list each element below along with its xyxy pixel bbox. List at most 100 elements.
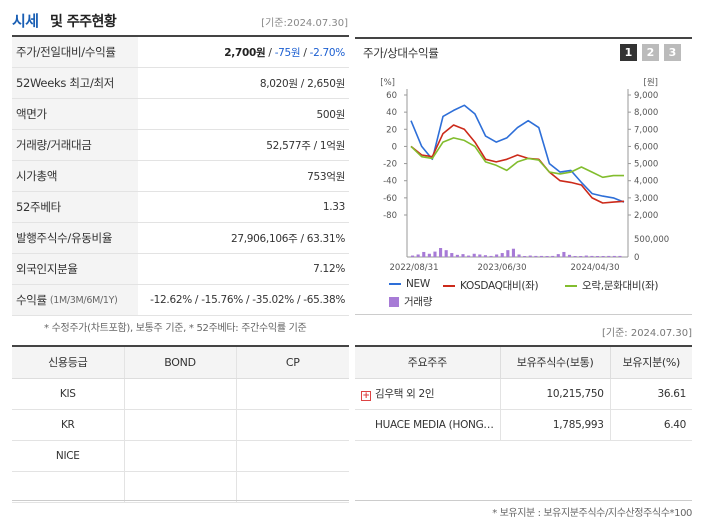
volume-bar [506,250,510,257]
row-value: 753억원 [307,170,345,183]
table-row [12,471,349,503]
holder-name-cell: + 김우택 외 2인 [355,378,501,410]
volume-bar [422,251,426,257]
legend-item-volume: 거래량 [389,294,432,309]
volume-bar [495,254,499,257]
expand-icon[interactable]: + [361,391,371,401]
shares-row: 발행주식수/유동비율 27,906,106주 / 63.31% [12,223,349,254]
volume-bar [511,248,515,257]
x-tick-label: 2022/08/31 [390,263,439,273]
legend-swatch [565,284,577,287]
legend-swatch [389,296,399,307]
chart-tab-2[interactable]: 2 [642,44,659,61]
row-value: -12.62% / -15.76% / -35.02% / -65.38% [150,294,345,306]
row-value: 27,906,106주 / 63.31% [230,232,345,245]
table-row: NICE [12,440,349,472]
volume-bar [595,256,600,257]
volume-bar [545,256,549,257]
left-tick-label: 0 [392,142,397,152]
cp-cell [235,409,349,441]
row-label: 시가총액 [12,161,138,191]
series-line-2 [410,137,624,179]
agency-cell: KR [12,409,124,441]
right-tick-label: 8,000 [634,108,658,118]
volume-bar [539,255,544,257]
legend-item-culture: 오락,문화대비(좌) [565,278,658,293]
legend-swatch [443,284,455,287]
right-tick-label: 3,000 [634,194,658,204]
right-tick-label: 9,000 [634,91,658,101]
week52-row: 52Weeks 최고/최저 8,020원 / 2,650원 [12,68,349,99]
volume-row: 거래량/거래대금 52,577주 / 1억원 [12,130,349,161]
row-value: 2,700원 / -75원 / -2.70% [224,46,345,59]
table-row: HUACE MEDIA (HONG… 1,785,993 6.40 [355,409,692,441]
legend-label: 거래량 [404,296,433,308]
row-value: 7.12% [313,263,345,275]
row-label: 외국인지분율 [12,254,138,284]
foreign-ratio-row: 외국인지분율 7.12% [12,254,349,285]
volume-bar [579,256,583,257]
volume-bar [567,254,572,257]
row-label-main: 수익률 [16,293,47,307]
legend-swatch [389,283,401,285]
volume-bar [444,250,448,257]
chart-tab-1[interactable]: 1 [620,44,637,61]
table-bottom-line [355,500,692,501]
agency-cell: NICE [12,440,124,472]
series-line-0 [410,104,625,203]
reference-date: [기준:2024.07.30] [261,18,348,29]
price-note: * 수정주가(차트포함), 보통주 기준, * 52주베타: 주간수익률 기준 [44,323,307,334]
chart-tab-3[interactable]: 3 [664,44,681,61]
left-unit-label: [%] [380,78,395,88]
row-label: 수익률 (1M/3M/6M/1Y) [12,285,138,315]
market-cap-row: 시가총액 753억원 [12,161,349,192]
row-label: 주가/전일대비/수익률 [12,37,138,67]
volume-bar [416,254,420,257]
pct-cell: 36.61 [609,378,692,410]
volume-tick-label: 0 [634,253,639,263]
volume-bar [467,255,471,257]
bond-cell [123,378,236,410]
chart-panel: 주가/상대수익률 1 2 3 [%] [원] 60 40 20 0 -20 -40 -60 -80… [355,37,692,315]
volume-bar [573,256,577,257]
volume-bar [439,248,443,257]
row-label: 액면가 [12,99,138,129]
row-label: 발행주식수/유동비율 [12,223,138,253]
agency-cell [12,471,124,503]
left-tick-label: -40 [383,177,397,187]
volume-bar [517,254,521,257]
section-title-blue: 시세 [12,12,39,30]
volume-tick-label: 500,000 [634,235,669,245]
right-tick-label: 5,000 [634,160,658,170]
col-header: CP [235,345,349,379]
holder-name: 김우택 외 2인 [375,388,435,400]
section-header: 시세 및 주주현황 [기준:2024.07.30] [12,10,348,34]
volume-bar [433,251,437,257]
left-tick-label: -20 [383,160,397,170]
price-table: 주가/전일대비/수익률 2,700원 / -75원 / -2.70% 52Wee… [12,37,349,316]
volume-bar [584,255,588,257]
par-value-row: 액면가 500원 [12,99,349,130]
left-tick-label: 20 [386,125,397,135]
pct-cell: 6.40 [609,409,692,441]
stock-chart: [%] [원] 60 40 20 0 -20 -40 -60 -80 9,000 8,000 7,000… [380,78,669,273]
row-label: 52Weeks 최고/최저 [12,68,138,98]
volume-bar [427,253,431,257]
row-label-sub: (1M/3M/6M/1Y) [49,294,118,306]
agency-cell: KIS [12,378,124,410]
chart-title: 주가/상대수익률 [363,46,439,60]
right-tick-label: 7,000 [634,125,658,135]
row-label: 거래량/거래대금 [12,130,138,160]
section-title: 및 주주현황 [50,14,117,30]
volume-bar [607,255,611,257]
row-value: 500원 [316,108,345,121]
series-line-1 [410,124,625,204]
volume-bar [461,254,465,257]
volume-bar [528,255,532,257]
volume-bar [551,255,555,257]
x-tick-label: 2023/06/30 [478,263,527,273]
left-tick-label: 40 [386,108,397,118]
right-tick-label: 4,000 [634,177,658,187]
volume-bar [489,255,493,257]
legend-label: 오락,문화대비(좌) [582,280,659,292]
